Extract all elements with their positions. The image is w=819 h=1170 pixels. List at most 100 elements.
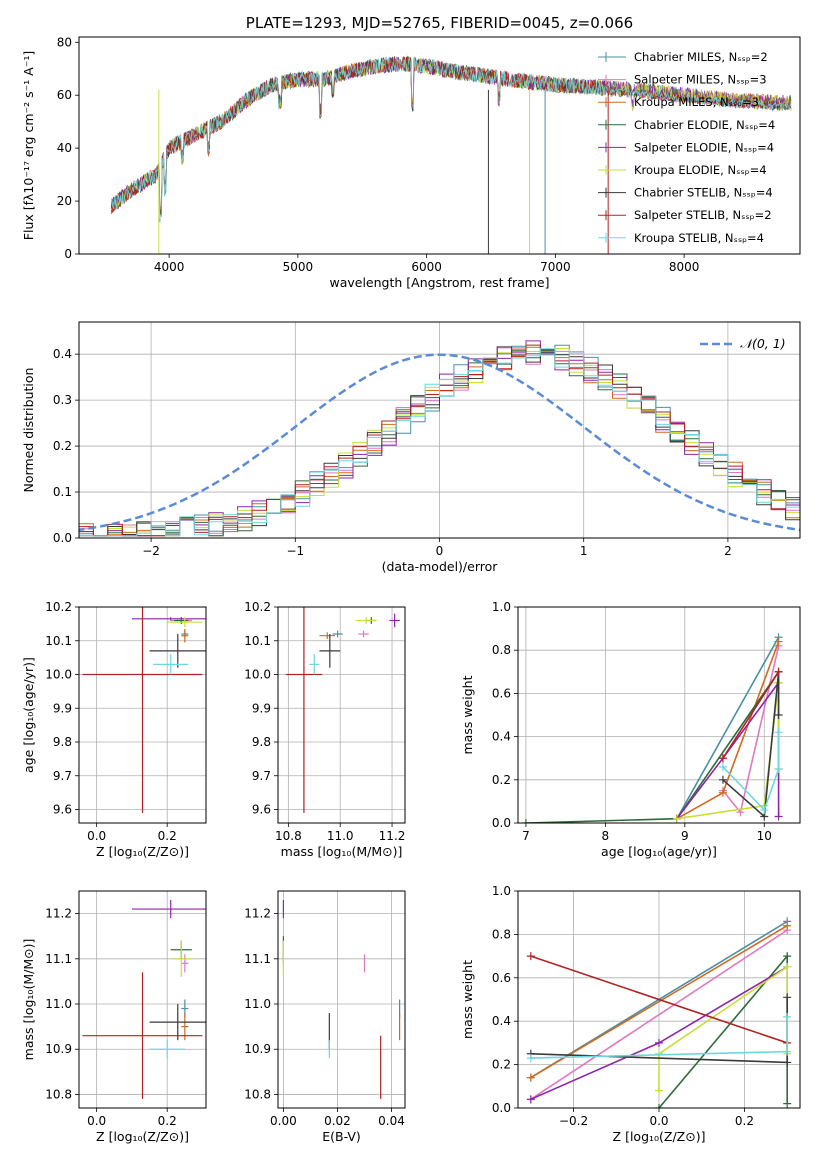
x-tick-label: 2: [724, 544, 732, 558]
y-tick-label: 0.2: [492, 773, 511, 787]
y-tick-label: 9.6: [252, 803, 271, 817]
weight-line: [722, 732, 780, 812]
y-tick-label: 10.9: [45, 1042, 72, 1056]
y-tick-label: 11.0: [45, 997, 72, 1011]
y-axis-label: Flux [fλ10⁻¹⁷ erg cm⁻² s⁻¹ A⁻¹]: [21, 51, 36, 240]
legend: Chabrier MILES, Nₛₛₚ=2 Salpeter MILES, Nₛ…: [598, 50, 775, 245]
y-tick-label: 9.7: [53, 769, 72, 783]
x-tick-label: 5000: [283, 260, 314, 274]
x-tick-label: 7000: [540, 260, 571, 274]
y-tick-label: 60: [57, 88, 72, 102]
weight-marker: [774, 711, 783, 719]
x-tick-label: 4000: [154, 260, 185, 274]
y-tick-label: 0: [64, 247, 72, 261]
legend: 𝒩(0, 1): [700, 336, 786, 351]
y-tick-label: 0.2: [53, 439, 72, 453]
error-bars: [282, 900, 401, 1099]
y-tick-label: 0.0: [492, 1101, 511, 1115]
panel-spectrum: 4000 5000 6000 7000 8000 0 20 40 60 80 wavelength …: [21, 35, 801, 290]
y-tick-label: 11.2: [45, 907, 72, 921]
axes-frame: [78, 890, 207, 1109]
weight-marker: [783, 921, 792, 930]
x-tick-label: 0.2: [158, 829, 177, 843]
panel-age-vs-z: 0.0 0.2 9.6 9.7 9.8 9.9 10.0 10.1 10.2 Z [log₁₀(Z…: [21, 600, 207, 859]
y-tick-label: 10.8: [45, 1087, 72, 1101]
weight-line: [658, 965, 788, 1091]
x-tick-label: −1: [286, 544, 304, 558]
legend-label: Chabrier MILES, Nₛₛₚ=2: [634, 50, 768, 64]
y-tick-label: 9.8: [252, 735, 271, 749]
weight-marker: [774, 812, 783, 821]
weight-marker: [783, 952, 792, 961]
weight-marker: [526, 952, 535, 961]
weight-marker: [655, 1104, 663, 1108]
spectrum-series-line: [111, 56, 792, 216]
x-axis-label: Z [log₁₀(Z/Z⊙)]: [96, 844, 189, 859]
x-tick-label: 0.04: [378, 1114, 405, 1128]
weight-marker: [655, 1049, 663, 1058]
legend-label: Chabrier STELIB, Nₛₛₚ=4: [634, 186, 773, 200]
weight-line: [530, 929, 788, 1100]
y-tick-label: 10.1: [244, 634, 271, 648]
x-axis-label: Z [log₁₀(Z/Z⊙)]: [96, 1129, 189, 1144]
panel-mass-vs-ebv: 0.00 0.02 0.04 10.8 10.9 11.0 11.1 11.2 E(B-V): [244, 890, 406, 1144]
weight-marker: [526, 1073, 535, 1082]
y-tick-label: 9.9: [252, 701, 271, 715]
y-tick-label: 9.9: [53, 701, 72, 715]
weight-line: [530, 955, 788, 1044]
y-tick-label: 40: [57, 141, 72, 155]
panel-age-vs-mass: 10.8 11.0 11.2 9.6 9.7 9.8 9.9 10.0 10.1 10.2 mass…: [244, 600, 406, 859]
y-tick-label: 11.0: [244, 997, 271, 1011]
weight-marker: [655, 1086, 663, 1095]
panel-weight-vs-age: 7 8 9 10 0.0 0.2 0.4 0.6 0.8 1.0 age [log₁₀(age/yr…: [460, 600, 801, 859]
x-axis-label: (data-model)/error: [382, 559, 499, 574]
axes-frame: [78, 36, 801, 255]
panel-mass-vs-z: 0.0 0.2 10.8 10.9 11.0 11.1 11.2 Z [log₁₀(Z/Z⊙)…: [21, 890, 207, 1144]
y-tick-label: 10.0: [244, 668, 271, 682]
x-axis-label: Z [log₁₀(Z/Z⊙)]: [613, 1129, 706, 1144]
weight-marker: [521, 819, 530, 823]
weight-marker: [774, 667, 783, 676]
axes-frame: [78, 321, 801, 539]
y-tick-label: 0.0: [492, 816, 511, 830]
x-tick-label: 8000: [669, 260, 700, 274]
weight-line: [676, 636, 780, 820]
y-axis-label: mass weight: [460, 675, 475, 754]
y-tick-label: 10.2: [244, 600, 271, 614]
y-tick-label: 0.6: [492, 971, 511, 985]
y-axis-label: mass weight: [460, 960, 475, 1039]
x-tick-label: 0.0: [87, 1114, 106, 1128]
y-axis-label: mass [log₁₀(M/M⊙)]: [21, 939, 36, 1061]
spectrum-series-line: [110, 56, 792, 219]
y-tick-label: 10.9: [244, 1042, 271, 1056]
x-tick-label: 10: [757, 829, 772, 843]
spectrum-series-line: [110, 56, 792, 214]
axes-frame: [78, 606, 207, 824]
x-axis-label: wavelength [Angstrom, rest frame]: [329, 275, 549, 290]
histogram-lines: [79, 340, 800, 537]
x-tick-label: 1: [580, 544, 588, 558]
y-tick-label: 10.1: [45, 634, 72, 648]
y-tick-label: 9.8: [53, 735, 72, 749]
x-axis-label: age [log₁₀(age/yr)]: [601, 844, 717, 859]
legend-label: Salpeter MILES, Nₛₛₚ=3: [634, 73, 767, 87]
weight-marker: [774, 765, 783, 773]
legend-label: 𝒩(0, 1): [740, 336, 786, 351]
weight-marker: [718, 775, 727, 784]
y-tick-label: 0.8: [492, 927, 511, 941]
y-tick-label: 9.7: [252, 769, 271, 783]
weight-marker: [774, 637, 783, 646]
y-tick-label: 1.0: [492, 600, 511, 614]
y-tick-label: 1.0: [492, 884, 511, 898]
y-tick-label: 0.1: [53, 485, 72, 499]
y-tick-label: 0.4: [492, 730, 511, 744]
x-tick-label: 9: [681, 829, 689, 843]
weight-marker: [783, 1099, 792, 1108]
x-tick-label: 6000: [411, 260, 442, 274]
legend-label: Kroupa MILES, Nₛₛₚ=3: [634, 95, 759, 109]
y-tick-label: 11.2: [244, 907, 271, 921]
x-tick-label: 0.2: [735, 1114, 754, 1128]
legend-label: Chabrier ELODIE, Nₛₛₚ=4: [634, 118, 775, 132]
histogram-step: [79, 348, 800, 537]
